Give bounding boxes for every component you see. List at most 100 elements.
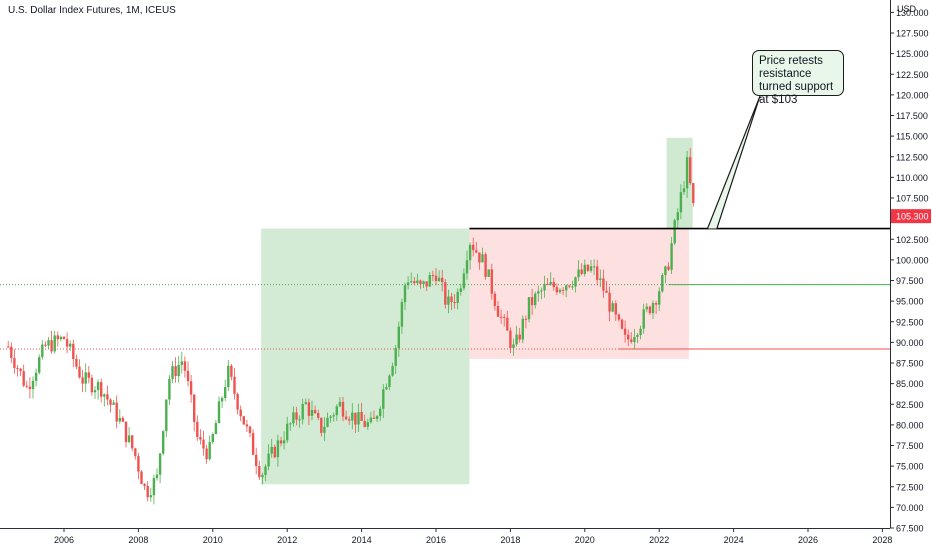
candle-body — [292, 412, 295, 424]
x-tick-label: 2006 — [54, 535, 74, 545]
candle-body — [475, 250, 478, 253]
y-tick-label: 85.000 — [896, 379, 924, 389]
candle-body — [620, 319, 624, 329]
candle-body — [56, 335, 59, 340]
y-tick-label: 90.000 — [896, 338, 924, 348]
candle-body — [431, 275, 435, 277]
candle-body — [251, 433, 255, 455]
candle-body — [676, 212, 679, 221]
candle-body — [565, 285, 568, 291]
candle-body — [369, 417, 373, 423]
candle-body — [645, 306, 648, 310]
candle-body — [16, 367, 19, 369]
y-tick-label: 115.000 — [896, 132, 928, 142]
candle-body — [224, 387, 227, 399]
candle-body — [577, 269, 580, 278]
x-tick-label: 2012 — [277, 535, 297, 545]
annotation-callout: Price retests resistance turned support … — [752, 50, 844, 106]
chart-title: U.S. Dollar Index Futures, 1M, ICEUS — [8, 5, 176, 16]
callout-pointer — [707, 95, 761, 229]
x-tick-label: 2008 — [128, 535, 148, 545]
candle-body — [227, 365, 230, 388]
candle-body — [658, 291, 661, 305]
candle-body — [239, 409, 242, 417]
candle-body — [499, 316, 503, 318]
candle-body — [137, 456, 140, 472]
candle-body — [258, 466, 261, 478]
candle-body — [661, 275, 664, 292]
candle-body — [543, 284, 546, 291]
y-tick-label: 77.500 — [896, 441, 924, 451]
candle-body — [670, 243, 673, 270]
y-tick-label: 120.000 — [896, 90, 929, 100]
candle-body — [413, 281, 416, 284]
candle-body — [13, 358, 16, 368]
candle-body — [689, 157, 692, 184]
candle-body — [183, 361, 187, 371]
candle-body — [301, 403, 304, 420]
y-tick-label: 122.500 — [896, 70, 929, 80]
candle-body — [103, 394, 106, 397]
candle-body — [363, 420, 366, 427]
candle-body — [168, 378, 171, 400]
candle-body — [540, 290, 543, 292]
candle-body — [149, 495, 152, 498]
candle-body — [434, 275, 438, 282]
candle-body — [329, 416, 332, 418]
candle-body — [171, 366, 174, 379]
candle-body — [366, 422, 369, 427]
candle-body — [453, 301, 456, 303]
candle-body — [487, 269, 490, 277]
candles — [7, 147, 695, 505]
candle-body — [127, 435, 131, 443]
candle-body — [509, 330, 512, 349]
candle-body — [654, 302, 658, 305]
candle-body — [81, 377, 84, 384]
candle-body — [106, 394, 109, 400]
candle-body — [518, 334, 521, 340]
candle-body — [348, 419, 351, 421]
candle-body — [177, 364, 180, 377]
x-tick-label: 2018 — [500, 535, 520, 545]
candle-body — [651, 302, 655, 314]
y-tick-label: 82.500 — [896, 400, 924, 410]
zone-breakout — [666, 137, 693, 229]
y-tick-label: 70.000 — [896, 503, 924, 513]
y-tick-label: 112.500 — [896, 152, 928, 162]
candle-body — [555, 287, 559, 293]
candle-body — [152, 478, 156, 496]
candle-body — [202, 439, 205, 449]
candle-body — [307, 402, 311, 416]
candle-body — [685, 157, 689, 189]
y-tick-label: 130.000 — [896, 8, 929, 18]
candle-body — [667, 266, 670, 270]
candle-body — [602, 278, 605, 291]
candle-body — [586, 264, 590, 271]
candle-body — [261, 474, 264, 478]
x-tick-label: 2020 — [575, 535, 595, 545]
candle-body — [248, 426, 252, 434]
candle-body — [124, 421, 128, 443]
candle-body — [611, 303, 614, 312]
candle-body — [391, 365, 394, 376]
candle-body — [354, 412, 357, 425]
candle-body — [208, 442, 211, 460]
candle-body — [679, 192, 683, 213]
candle-body — [189, 381, 193, 395]
candle-body — [639, 328, 642, 336]
candle-body — [84, 372, 87, 384]
candle-body — [403, 285, 407, 303]
candle-body — [276, 440, 280, 458]
candle-body — [394, 348, 397, 366]
candle-body — [310, 409, 314, 416]
candle-body — [34, 372, 38, 381]
x-tick-label: 2022 — [649, 535, 669, 545]
candle-body — [143, 484, 146, 486]
candle-body — [22, 371, 25, 386]
candle-body — [592, 266, 596, 268]
candle-body — [617, 314, 621, 320]
candle-body — [289, 423, 292, 425]
candle-body — [605, 290, 608, 293]
candle-body — [481, 254, 484, 263]
